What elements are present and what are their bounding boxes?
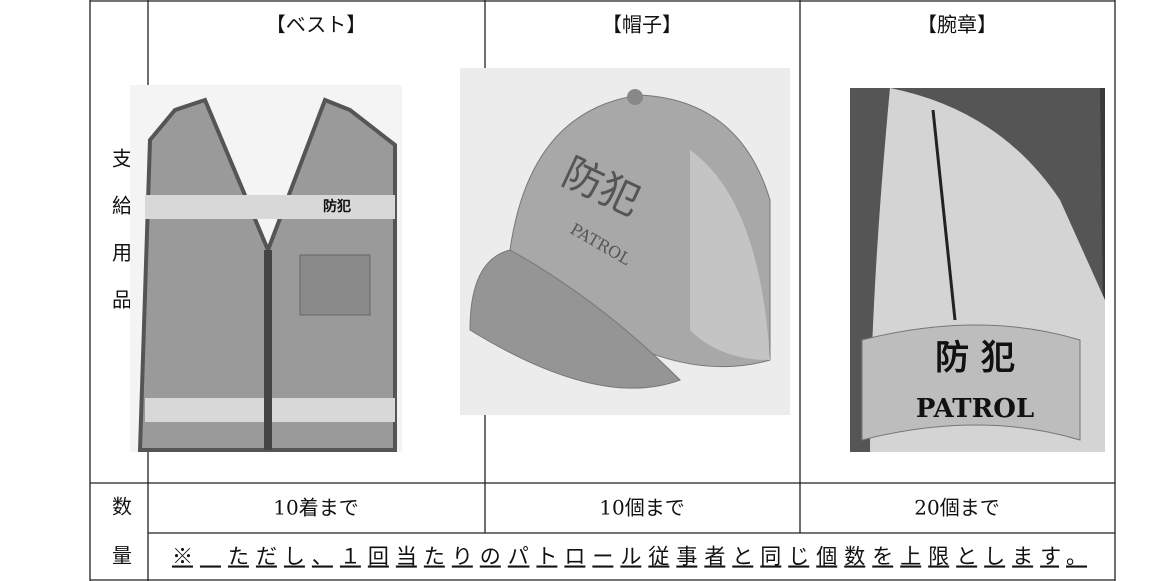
- image-text: 防犯: [323, 198, 351, 215]
- image-text: PATROL: [916, 394, 1034, 424]
- image-text: 防 犯: [935, 338, 1015, 378]
- column-title: 【腕章】: [917, 13, 997, 37]
- vest-photo: 防犯: [130, 85, 402, 452]
- quantity-label: 数量: [109, 496, 133, 581]
- armband-photo: 防 犯 PATROL: [850, 88, 1105, 452]
- quantity: 10個まで: [599, 496, 684, 520]
- column-title: 【帽子】: [602, 13, 682, 37]
- row-label: 支給用品: [109, 148, 133, 336]
- quantity: 20個まで: [914, 496, 999, 520]
- quantity: 10着まで: [273, 496, 358, 520]
- column-title: 【ベスト】: [266, 13, 366, 37]
- cap-photo: 防犯 PATROL: [460, 68, 790, 415]
- note: ※ ただし、１回当たりのパトロール従事者と同じ個数を上限とします。: [172, 545, 1087, 569]
